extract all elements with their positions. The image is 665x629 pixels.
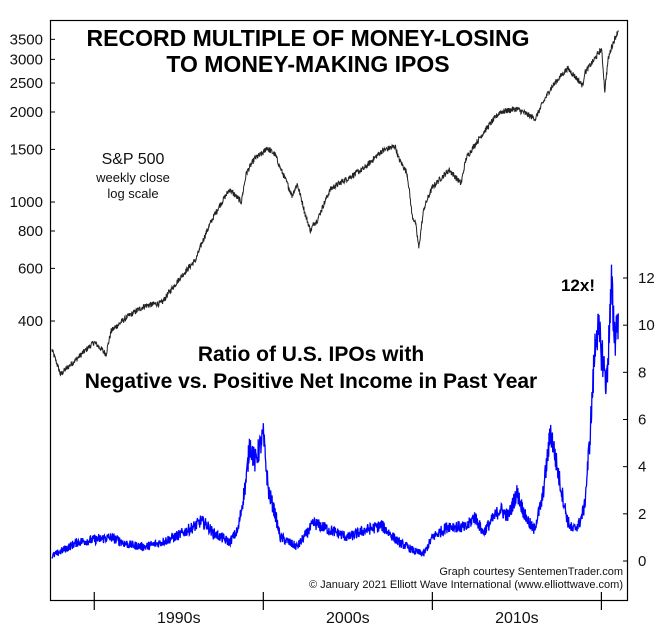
ratio-y-tick-label: 6 [638,412,646,429]
ipo-ratio-series-line [51,264,619,559]
plot-frame [49,19,629,602]
sp500-y-tick-label: 400 [18,313,43,330]
ratio-y-tick-label: 12 [638,270,655,287]
sp500-y-tick-label: 1000 [10,194,43,211]
ratio-y-tick-label: 2 [638,506,646,523]
ratio-chart-title-line-1: Ratio of U.S. IPOs with [198,343,424,366]
chart-title-line-1: RECORD MULTIPLE OF MONEY-LOSING [87,25,530,51]
sp500-series-label: S&P 500 [102,151,165,168]
sp500-series-label-detail: weekly close [95,170,170,185]
credit-line-2: © January 2021 Elliott Wave Internationa… [309,579,623,591]
ratio-y-tick-label: 0 [638,553,646,570]
sp500-y-tick-label: 3000 [10,51,43,68]
x-axis: 1990s 2000s 2010s [93,592,603,627]
sp500-y-tick-label: 800 [18,223,43,240]
sp500-series-label-scale: log scale [107,186,158,201]
x-decade-label: 1990s [157,610,201,627]
sp500-y-tick-label: 3500 [10,31,43,48]
chart-title-line-2: TO MONEY-MAKING IPOS [166,51,449,77]
sp500-series-line [51,30,619,377]
sp500-y-tick-label: 1500 [10,141,43,158]
credit-line-1: Graph courtesy SentemenTrader.com [439,566,623,578]
ratio-y-tick-label: 4 [638,459,646,476]
sp500-y-tick-label: 600 [18,260,43,277]
ratio-chart-title-line-2: Negative vs. Positive Net Income in Past… [85,370,537,393]
sp500-y-axis: 400 600 800 1000 1500 2000 2500 3000 3500 [10,31,55,330]
ratio-y-axis: 0 2 4 6 8 10 12 [623,270,655,570]
ratio-y-tick-label: 8 [638,364,646,381]
ratio-y-tick-label: 10 [638,317,655,334]
sp500-y-tick-label: 2000 [10,104,43,121]
x-decade-label: 2000s [326,610,370,627]
sp500-y-tick-label: 2500 [10,75,43,92]
x-decade-label: 2010s [495,610,539,627]
annotation-12x: 12x! [561,276,595,295]
